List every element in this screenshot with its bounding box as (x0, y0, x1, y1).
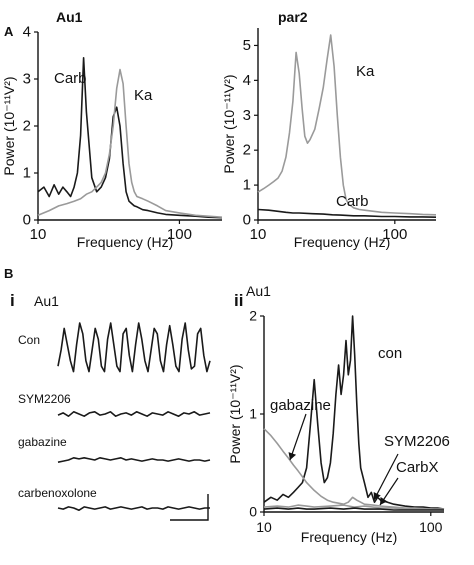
annotation-arrowhead (373, 491, 381, 500)
panel-b-label: B (4, 266, 13, 281)
annotation-ka: Ka (356, 63, 375, 80)
trace-carbenoxolone (57, 506, 210, 511)
x-tick-label: 100 (419, 519, 443, 535)
y-tick-label: 3 (243, 107, 251, 124)
x-axis-label: Frequency (Hz) (294, 234, 390, 250)
sub-i-label: i (10, 291, 15, 310)
y-tick-label: 0 (243, 212, 251, 229)
x-tick-label: 100 (167, 226, 192, 243)
y-tick-label: 4 (23, 24, 31, 41)
annotation-con: con (378, 345, 402, 362)
y-tick-label: 1 (249, 406, 257, 422)
axis-lines (37, 32, 222, 221)
y-tick-label: 0 (249, 504, 257, 520)
y-axis-label: Power (10⁻¹¹V²) (1, 76, 17, 175)
x-tick-label: 100 (382, 226, 407, 243)
y-tick-label: 1 (23, 165, 31, 182)
y-tick-label: 2 (249, 308, 257, 324)
chart-title: par2 (278, 9, 308, 25)
series-sym2206-line (263, 504, 445, 511)
x-tick-label: 10 (250, 226, 267, 243)
annotation-sym2206: SYM2206 (384, 433, 450, 450)
annotation-carb: Carb (336, 193, 369, 210)
x-axis-label: Frequency (Hz) (77, 234, 173, 250)
y-tick-label: 5 (243, 37, 251, 54)
series-carb-line (257, 208, 437, 218)
trace-label-con: Con (18, 333, 40, 347)
annotation-arrowhead (288, 452, 297, 460)
trace-con (57, 322, 211, 373)
spectrum-b-title-top: Au1 (246, 283, 271, 299)
y-axis-label: Power (10⁻¹¹V²) (221, 74, 237, 173)
panel-a-label: A (4, 24, 14, 39)
trace-label-gabazine: gabazine (18, 435, 67, 449)
x-axis-label: Frequency (Hz) (301, 529, 397, 545)
x-tick-label: 10 (30, 226, 47, 243)
chart-spectra: 0 1 2 10 100 Frequency (Hz) Power (10⁻¹¹V²) con… (227, 308, 450, 546)
y-tick-label: 3 (23, 71, 31, 88)
trace-panel-title: Au1 (34, 293, 59, 309)
series-gabazine-line (263, 428, 444, 510)
annotation-carb: Carb (54, 70, 87, 87)
scale-bar (170, 494, 209, 521)
sub-ii-label: ii (234, 291, 243, 310)
chart-par2: 0 1 2 3 4 5 10 100 par2 Frequency (Hz) Power (10⁻¹… (221, 9, 437, 250)
trace-label-carbenoxolone: carbenoxolone (18, 486, 97, 500)
chart-title: Au1 (56, 9, 83, 25)
annotation-arrowhead (380, 496, 388, 505)
y-tick-label: 2 (243, 142, 251, 159)
annotation-arrow (289, 413, 307, 461)
series-carbx-line (263, 507, 444, 511)
y-tick-label: 2 (23, 118, 31, 135)
trace-gabazine (57, 457, 211, 463)
chart-au1: 0 1 2 3 4 10 100 Au1 Frequency (Hz) Power (10⁻¹¹V… (1, 9, 223, 250)
x-tick-label: 10 (256, 519, 272, 535)
y-tick-label: 0 (23, 212, 31, 229)
annotation-carbx: CarbX (396, 459, 439, 476)
y-tick-label: 1 (243, 177, 251, 194)
y-tick-label: 4 (243, 72, 251, 89)
annotation-arrow (373, 453, 399, 501)
trace-sym2206 (57, 411, 211, 417)
chart-traces: Con SYM2206 gabazine carbenoxolone (18, 322, 211, 521)
annotation-gabazine: gabazine (270, 397, 331, 414)
series-con-line (263, 315, 445, 510)
series-ka-line (257, 34, 437, 216)
trace-label-sym2206: SYM2206 (18, 392, 71, 406)
annotation-ka: Ka (134, 87, 153, 104)
series-carb-line (37, 57, 223, 219)
series-ka-line (37, 68, 223, 218)
y-axis-label: Power (10⁻¹¹V²) (227, 364, 243, 463)
axis-lines (257, 28, 436, 221)
